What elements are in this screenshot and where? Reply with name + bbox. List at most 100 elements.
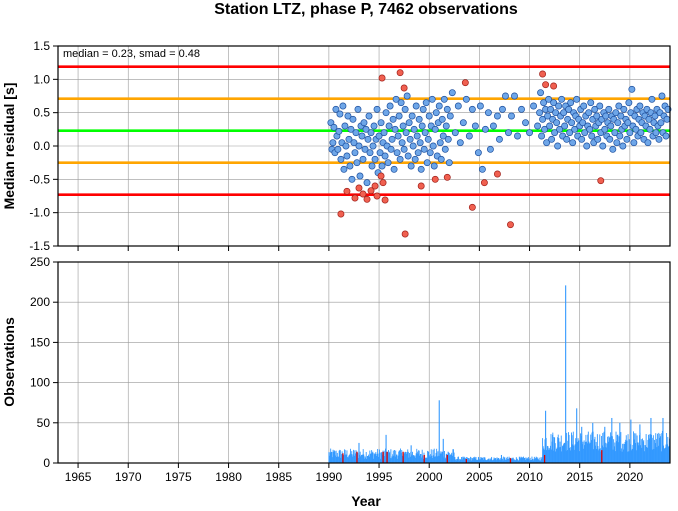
residual-point [392,95,400,103]
residual-point [459,119,467,127]
residual-point [421,129,429,137]
residual-point [537,89,545,97]
residual-point [630,139,638,147]
observations-y-tick-label: 0 [43,456,50,470]
residual-point [534,122,542,130]
outlier-point [359,190,367,198]
observations-panel: 0 50 100 150 200 250 1965 1970 1975 1980 1985 1990… [1,255,671,509]
residual-point [386,102,394,110]
residual-point [468,105,476,113]
outlier-point [378,74,386,82]
residual-point [662,132,670,140]
residual-point [658,92,666,100]
outlier-point [367,187,375,195]
residual-point [364,135,372,143]
residual-point [354,105,362,113]
residual-point [554,142,562,150]
x-tick-label: 1980 [215,470,242,484]
residual-point [363,179,371,187]
residual-point [343,152,351,160]
residual-point [489,122,497,130]
residual-point [391,125,399,133]
residual-point [465,132,473,140]
residual-point [505,129,512,137]
residual-point [645,115,653,123]
residual-point [346,162,354,170]
residual-point [632,125,640,133]
residual-point [375,132,383,140]
residual-point [339,102,347,110]
residual-point [486,145,494,153]
residual-point [351,149,359,157]
residual-point [612,109,620,117]
residual-point [368,162,376,170]
residual-point [362,125,370,133]
residual-point [648,95,656,103]
residual-point [620,105,628,113]
observations-plot-area [58,262,670,463]
residual-point [409,142,417,150]
outlier-point [431,175,439,183]
residual-point [423,159,431,167]
residual-point [569,139,577,147]
residual-point [416,139,424,147]
residual-point [353,159,361,167]
residual-point [495,135,503,143]
residual-point [518,105,525,113]
residual-point [334,145,342,153]
residual-point [619,142,627,150]
residual-point [617,112,625,120]
residual-point [555,102,563,110]
residual-point [414,149,422,157]
outlier-point [550,82,558,90]
residual-point [594,135,602,143]
outlier-point [371,182,379,190]
outlier-point [400,84,408,92]
outlier-point [468,203,476,211]
observations-y-tick-label: 200 [30,295,50,309]
residual-point [462,95,470,103]
outlier-point [351,194,359,202]
observations-y-tick-label: 250 [30,255,50,269]
residual-point [378,162,386,170]
residual-point [613,139,621,147]
residual-point [444,135,452,143]
residual-point [593,112,601,120]
residual-point [646,125,654,133]
residual-point [365,112,373,120]
residual-point [438,115,446,123]
outlier-point [379,179,387,187]
x-tick-label: 2020 [617,470,644,484]
residual-point [396,155,404,163]
residual-point [402,129,410,137]
observations-y-tick-label: 50 [37,416,51,430]
observations-frame [57,261,671,464]
residual-point [329,139,337,147]
residual-point [341,122,349,130]
x-tick-label: 1995 [366,470,393,484]
residual-point [566,129,574,137]
residual-point [404,152,412,160]
residual-point [344,112,352,120]
residual-point [395,112,403,120]
residual-point [419,105,427,113]
residual-point [573,95,581,103]
residual-point [454,102,462,110]
residual-point [370,122,378,130]
residual-point [348,175,356,183]
residual-point [546,122,554,130]
residual-point [568,119,576,127]
residual-y-tick-label: 0.5 [33,106,50,120]
residual-point [428,95,436,103]
x-tick-label: 2000 [416,470,443,484]
residual-point [367,129,375,137]
residual-point [514,132,521,140]
residual-point [399,122,407,130]
residual-point [652,129,660,137]
residual-point [420,145,428,153]
residual-point [655,135,663,143]
residual-point [581,129,589,137]
observations-y-axis-label: Observations [1,317,17,407]
residual-point [607,122,615,130]
